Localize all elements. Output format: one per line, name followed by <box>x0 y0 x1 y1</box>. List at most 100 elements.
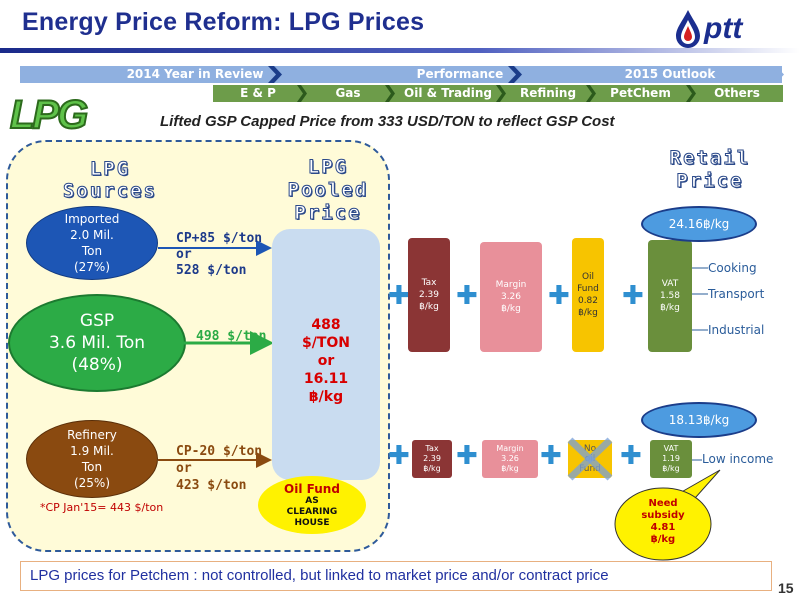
oil-fund-line: HOUSE <box>294 517 330 528</box>
sources-heading-line: Sources <box>62 180 158 203</box>
nav-tab-year-review[interactable]: 2014 Year in Review <box>126 67 264 81</box>
plus-icon: ✚ <box>548 281 570 311</box>
gsp-price-label: 498 $/ton <box>196 329 267 344</box>
pooled-line: or <box>317 353 335 369</box>
oil-fund-line: CLEARING <box>286 506 338 517</box>
box-line: ฿/kg <box>501 464 519 473</box>
imported-price-label: CP+85 $/ton or 528 $/ton <box>176 231 262 279</box>
nav-separator-icon <box>268 66 282 83</box>
row1-oilfund-box: Oil Fund 0.82 ฿/kg <box>572 238 604 352</box>
oil-fund-title: Oil Fund <box>284 481 340 496</box>
source-line: GSP <box>79 311 115 331</box>
row1-tax-box: Tax 2.39 ฿/kg <box>408 238 450 352</box>
box-line: 1.19 <box>662 454 680 463</box>
source-imported: Imported 2.0 Mil. Ton (27%) <box>26 206 158 280</box>
pooled-price-value: 488 $/TON or 16.11 ฿/kg <box>272 316 380 406</box>
use-industrial: Industrial <box>708 323 765 337</box>
pooled-price-bar <box>272 229 380 480</box>
box-line: ฿/kg <box>423 464 441 473</box>
pooled-line: 488 <box>311 317 341 333</box>
source-line: (27%) <box>73 260 111 274</box>
ptt-flame-icon <box>676 10 700 48</box>
pooled-line: ฿/kg <box>308 389 344 405</box>
nav-tab-ep[interactable]: E & P <box>240 86 276 100</box>
pooled-line: 16.11 <box>303 371 349 387</box>
row2-vat-box: VAT 1.19 ฿/kg <box>650 440 692 478</box>
subsidy-line: subsidy <box>641 510 685 521</box>
price-line: CP+85 $/ton <box>176 231 263 246</box>
box-line: VAT <box>661 279 679 289</box>
box-line: ฿/kg <box>578 308 598 318</box>
lpg-logo: LPG <box>9 92 89 138</box>
footer-note: LPG prices for Petchem : not controlled,… <box>30 567 609 584</box>
nav-separator-icon <box>385 85 395 102</box>
subtitle: Lifted GSP Capped Price from 333 USD/TON… <box>160 113 615 130</box>
nav-separator-icon <box>586 85 596 102</box>
box-line: No <box>583 444 597 454</box>
source-line: Ton <box>81 460 103 474</box>
price-line: 423 $/ton <box>176 478 247 493</box>
nav-arrow-icon <box>770 66 784 83</box>
nav-separator-icon <box>686 85 696 102</box>
nav-secondary: E & P Gas Oil & Trading Refining PetChem… <box>213 85 783 102</box>
nav-tab-oil-trading[interactable]: Oil & Trading <box>404 86 492 100</box>
nav-primary: 2014 Year in Review Performance 2015 Out… <box>20 66 782 83</box>
box-line: ฿/kg <box>501 304 521 314</box>
nav-tab-gas[interactable]: Gas <box>335 86 361 100</box>
cross-out-icon <box>567 437 613 481</box>
sources-heading-line: LPG <box>89 158 131 181</box>
price-line: or <box>176 247 192 262</box>
use-cooking: Cooking <box>708 261 757 275</box>
sources-heading: LPG Sources <box>40 158 180 203</box>
box-line: 1.58 <box>659 291 681 301</box>
box-line: Tax <box>421 278 437 288</box>
source-gsp: GSP 3.6 Mil. Ton (48%) <box>8 294 186 392</box>
box-line: 0.82 <box>577 296 599 306</box>
box-line: Tax <box>425 444 439 453</box>
nav-separator-icon <box>508 66 522 83</box>
subsidy-line: Need <box>648 498 678 509</box>
nav-tab-outlook[interactable]: 2015 Outlook <box>624 67 716 81</box>
pooled-heading-line: Price <box>294 202 362 225</box>
nav-tab-petchem[interactable]: PetChem <box>610 86 671 100</box>
box-line: 3.26 <box>501 454 519 463</box>
plus-icon: ✚ <box>456 441 478 471</box>
nav-separator-icon <box>496 85 506 102</box>
box-line: Oil <box>581 272 595 282</box>
pooled-line: $/TON <box>301 335 351 351</box>
row1-margin-box: Margin 3.26 ฿/kg <box>480 242 542 352</box>
source-line: 1.9 Mil. <box>70 444 114 458</box>
source-line: Ton <box>81 244 103 258</box>
use-low-income: Low income <box>702 452 774 466</box>
box-line: Fund <box>579 464 601 474</box>
nav-tab-others[interactable]: Others <box>714 86 760 100</box>
page-title: Energy Price Reform: LPG Prices <box>22 8 425 36</box>
box-line: 2.39 <box>418 290 440 300</box>
pooled-heading-line: LPG <box>307 156 349 179</box>
usage-connector <box>692 459 702 461</box>
nav-tab-refining[interactable]: Refining <box>519 86 577 100</box>
source-line: (48%) <box>71 355 123 375</box>
refinery-price-label: CP-20 $/ton or 423 $/ton <box>176 443 262 494</box>
retail-heading-line: Retail <box>669 147 751 170</box>
pooled-heading-line: Pooled <box>287 179 369 202</box>
source-line: Refinery <box>67 428 117 442</box>
pooled-heading: LPG Pooled Price <box>268 156 388 225</box>
nav-tab-performance[interactable]: Performance <box>416 67 504 81</box>
price-line: or <box>176 461 192 476</box>
nav-separator-icon <box>297 85 307 102</box>
source-line: 2.0 Mil. <box>70 228 114 242</box>
source-line: 3.6 Mil. Ton <box>48 333 146 353</box>
row2-tax-box: Tax 2.39 ฿/kg <box>412 440 452 478</box>
subsidy-line: 4.81 <box>650 522 676 533</box>
box-line: 2.39 <box>423 454 441 463</box>
source-line: Imported <box>64 212 120 226</box>
box-line: Fund <box>577 284 599 294</box>
plus-icon: ✚ <box>622 281 644 311</box>
retail-heading: Retail Price <box>650 147 770 193</box>
retail-heading-line: Price <box>676 170 744 193</box>
plus-icon: ✚ <box>540 441 562 471</box>
footer-box <box>20 561 772 591</box>
source-line: (25%) <box>73 476 111 490</box>
